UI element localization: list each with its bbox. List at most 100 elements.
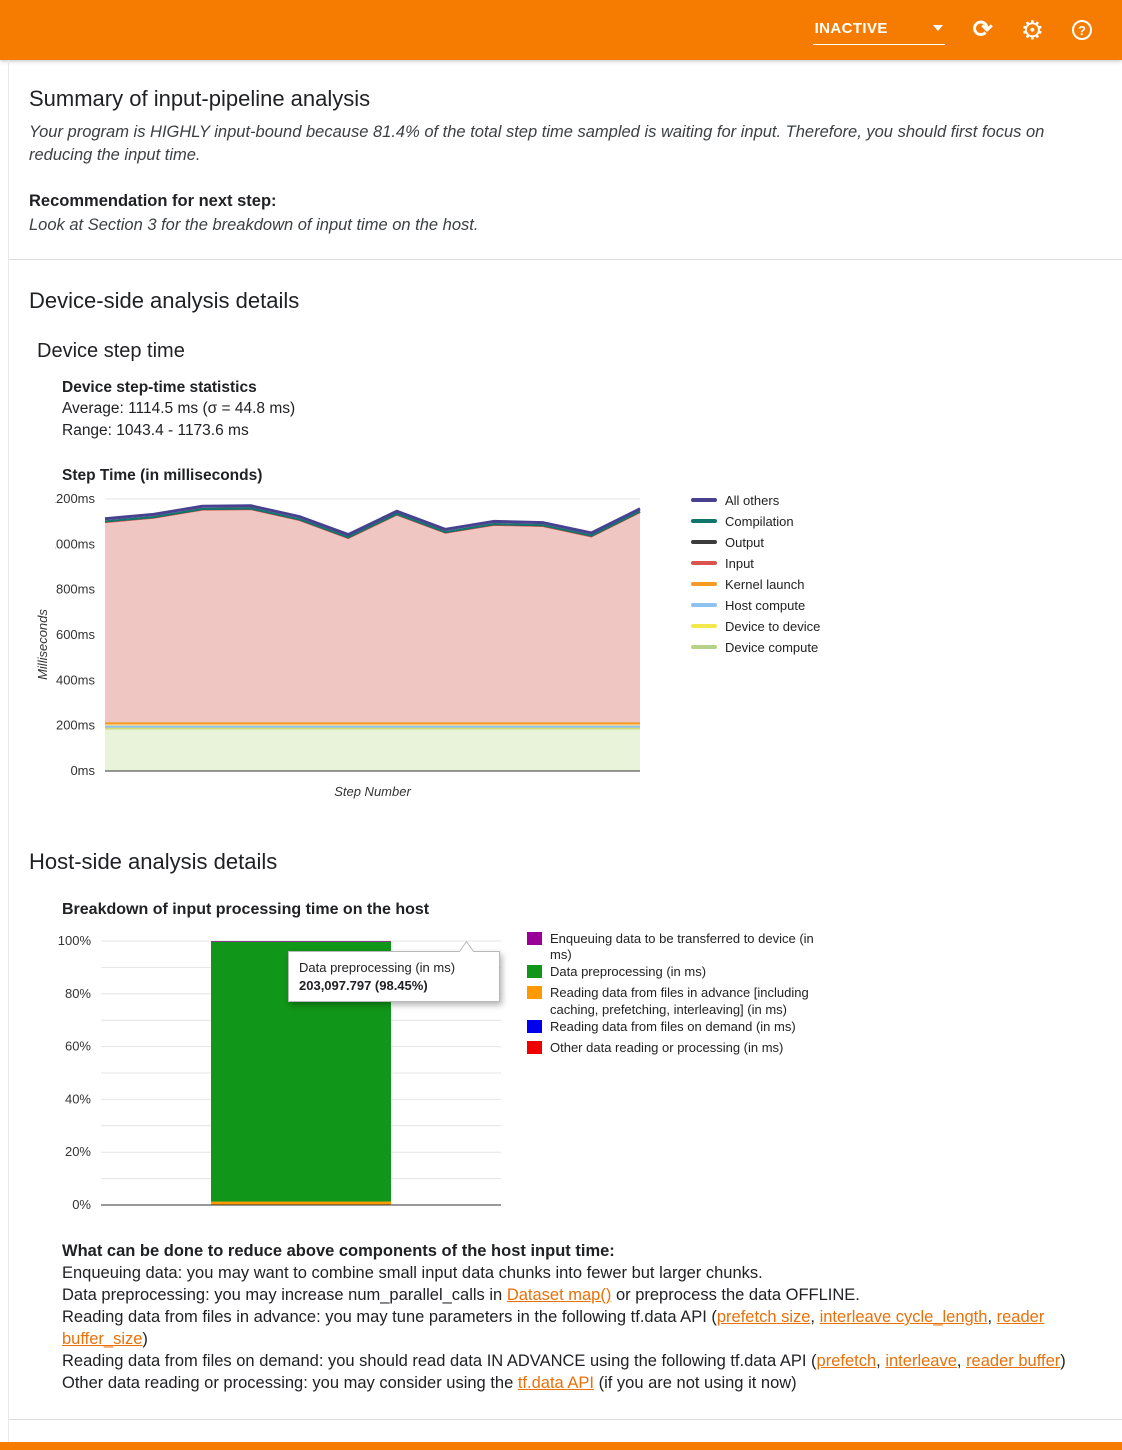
advice-line: Other data reading or processing: you ma…	[62, 1373, 1077, 1395]
recommendation-label: Recommendation for next step:	[29, 191, 277, 210]
advice-text: (if you are not using it now)	[593, 1373, 797, 1392]
refresh-icon[interactable]: ⟳	[972, 16, 993, 43]
section-divider	[9, 258, 1122, 260]
legend-item: All others	[691, 493, 820, 514]
svg-text:400ms: 400ms	[56, 672, 96, 687]
svg-text:200ms: 200ms	[56, 718, 96, 733]
legend-label: Kernel launch	[725, 576, 805, 592]
legend-item: Output	[691, 535, 820, 556]
advice-text: ,	[956, 1351, 967, 1370]
legend-item: Compilation	[691, 514, 820, 535]
legend-item: Host compute	[691, 598, 820, 619]
svg-text:0%: 0%	[72, 1197, 91, 1212]
legend-item: Enqueuing data to be transferred to devi…	[527, 931, 827, 964]
advice-link[interactable]: prefetch size	[716, 1307, 811, 1326]
settings-icon[interactable]: ⚙	[1020, 15, 1044, 45]
legend-swatch	[691, 539, 717, 544]
advice-link[interactable]: interleave cycle_length	[819, 1307, 988, 1326]
bar-chart-legend: Enqueuing data to be transferred to devi…	[527, 929, 827, 1061]
advice-link[interactable]: reader buffer	[966, 1351, 1061, 1370]
device-step-time-title: Device step time	[37, 339, 185, 362]
legend-swatch	[527, 986, 542, 1000]
step-chart-legend: All others Compilation Output Input Kernel l…	[691, 489, 820, 661]
svg-text:100%: 100%	[58, 933, 92, 948]
svg-text:40%: 40%	[65, 1091, 91, 1106]
svg-text:800ms: 800ms	[56, 582, 96, 597]
host-advice: What can be done to reduce above compone…	[62, 1241, 1077, 1395]
device-step-time-stats: Device step-time statistics Average: 111…	[62, 377, 1098, 441]
legend-item: Kernel launch	[691, 577, 820, 598]
help-icon[interactable]: ?	[1072, 20, 1092, 40]
device-section-title: Device-side analysis details	[29, 287, 300, 313]
top-toolbar: INACTIVE ⟳ ⚙ ?	[0, 0, 1122, 60]
advice-line: Data preprocessing: you may increase num…	[62, 1285, 1077, 1307]
advice-text: ,	[810, 1307, 820, 1326]
legend-item: Reading data from files on demand (in ms…	[527, 1019, 827, 1039]
legend-swatch	[527, 965, 542, 979]
advice-text: Reading data from files in advance: you …	[62, 1307, 717, 1326]
legend-swatch	[691, 497, 717, 502]
section-divider	[9, 1418, 1122, 1420]
legend-label: All others	[725, 492, 780, 508]
tooltip-title: Data preprocessing (in ms)	[299, 959, 456, 975]
legend-swatch	[527, 1019, 542, 1033]
legend-item: Reading data from files in advance [incl…	[527, 985, 827, 1018]
svg-text:1200ms: 1200ms	[55, 491, 95, 506]
tooltip-value: 203,097.797 (98.45%)	[299, 977, 428, 993]
legend-swatch	[527, 1040, 542, 1054]
recommendation-body: Look at Section 3 for the breakdown of i…	[29, 215, 479, 234]
capture-status-label: INACTIVE	[814, 19, 888, 37]
advice-text: )	[1060, 1351, 1066, 1370]
legend-swatch	[527, 931, 542, 945]
legend-swatch	[691, 644, 717, 649]
host-breakdown-chart: 0% 20% 40% 60% 80% 100% Enqueuing data to be …	[41, 929, 1098, 1221]
legend-swatch	[691, 623, 717, 628]
advice-text: Data preprocessing: you may increase num…	[62, 1285, 507, 1304]
svg-text:Step Number: Step Number	[334, 784, 411, 799]
advice-text: ,	[987, 1307, 997, 1326]
advice-link[interactable]: Dataset map()	[506, 1285, 612, 1304]
summary-body: Your program is HIGHLY input-bound becau…	[29, 123, 1045, 165]
advice-link[interactable]: prefetch	[816, 1351, 877, 1370]
capture-status-select[interactable]: INACTIVE	[812, 16, 945, 45]
legend-item: Data preprocessing (in ms)	[527, 964, 827, 984]
input-op-statistics-title: Input Op statistics	[41, 1440, 208, 1442]
chevron-down-icon	[932, 25, 943, 31]
legend-label: Reading data from files in advance [incl…	[550, 985, 809, 1017]
legend-label: Compilation	[725, 513, 794, 529]
legend-label: Device compute	[725, 639, 819, 655]
advice-link[interactable]: reader buffer_size	[62, 1307, 1045, 1348]
advice-line: Enqueuing data: you may want to combine …	[62, 1263, 1077, 1285]
summary-title: Summary of input-pipeline analysis	[29, 86, 371, 111]
stats-heading: Device step-time statistics	[62, 378, 257, 396]
legend-item: Device compute	[691, 640, 820, 661]
legend-label: Host compute	[725, 597, 806, 613]
advice-link[interactable]: tf.data API	[517, 1373, 594, 1392]
svg-text:1000ms: 1000ms	[55, 536, 95, 551]
legend-swatch	[691, 518, 717, 523]
advice-text: or preprocess the data OFFLINE.	[611, 1285, 860, 1304]
legend-swatch	[691, 602, 717, 607]
legend-swatch	[691, 560, 717, 565]
legend-label: Device to device	[725, 618, 821, 634]
svg-text:600ms: 600ms	[56, 627, 96, 642]
device-step-chart: Milliseconds 0ms 200ms 400ms 600ms 800ms 1000…	[29, 489, 1098, 801]
y-axis-label: Milliseconds	[34, 609, 50, 681]
chart-tooltip: Data preprocessing (in ms) 203,097.797 (…	[288, 950, 500, 1002]
legend-label: Output	[725, 534, 765, 550]
legend-swatch	[691, 581, 717, 586]
advice-text: ,	[876, 1351, 886, 1370]
advice-link[interactable]: interleave	[885, 1351, 957, 1370]
legend-label: Input	[725, 555, 754, 571]
input-op-statistics-panel[interactable]: Input Op statistics	[29, 1420, 1098, 1442]
legend-item: Input	[691, 556, 820, 577]
host-section-title: Host-side analysis details	[29, 848, 278, 874]
legend-label: Enqueuing data to be transferred to devi…	[550, 930, 814, 963]
legend-label: Other data reading or processing (in ms)	[550, 1039, 784, 1055]
stats-average: Average: 1114.5 ms (σ = 44.8 ms)	[62, 400, 296, 418]
legend-label: Data preprocessing (in ms)	[550, 964, 707, 980]
svg-text:0ms: 0ms	[70, 763, 95, 778]
svg-text:60%: 60%	[65, 1039, 91, 1054]
bottom-accent-bar	[0, 1442, 1122, 1450]
